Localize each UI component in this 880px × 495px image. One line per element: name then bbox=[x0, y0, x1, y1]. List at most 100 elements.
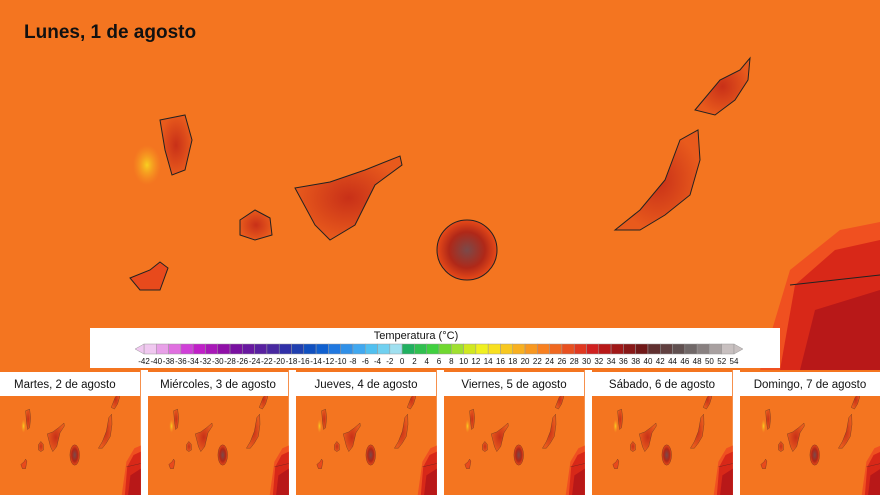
colorbar-swatch bbox=[500, 343, 514, 355]
colorbar-tick-label: -40 bbox=[151, 357, 163, 366]
colorbar-tick-label: 0 bbox=[400, 357, 405, 366]
colorbar-tick-label: -30 bbox=[212, 357, 224, 366]
colorbar-swatch bbox=[721, 343, 735, 355]
panel-title: Viernes, 5 de agosto bbox=[461, 379, 566, 391]
forecast-panel: Jueves, 4 de agosto bbox=[295, 369, 437, 495]
colorbar-swatch bbox=[401, 343, 415, 355]
colorbar-swatch bbox=[328, 343, 341, 355]
colorbar-tick-label: 12 bbox=[471, 357, 480, 366]
colorbar-tick-label: 14 bbox=[484, 357, 493, 366]
colorbar-tick-label: -32 bbox=[200, 357, 212, 366]
colorbar-tick-label: 48 bbox=[693, 357, 702, 366]
colorbar-tick-label: 22 bbox=[533, 357, 542, 366]
forecast-panel: Martes, 2 de agosto bbox=[0, 369, 141, 495]
forecast-panel: Domingo, 7 de agosto bbox=[739, 369, 880, 495]
colorbar-swatch bbox=[684, 343, 698, 355]
colorbar-tick-label: -42 bbox=[138, 357, 150, 366]
panel-title: Jueves, 4 de agosto bbox=[315, 379, 418, 391]
panel-title: Martes, 2 de agosto bbox=[14, 379, 116, 391]
colorbar-swatch bbox=[537, 343, 550, 355]
colorbar-swatch bbox=[315, 343, 329, 355]
colorbar-tick-label: 54 bbox=[730, 357, 739, 366]
colorbar-tick-label: 8 bbox=[449, 357, 454, 366]
colorbar-title: Temperatura (°C) bbox=[374, 330, 458, 342]
colorbar-swatch bbox=[487, 343, 501, 355]
colorbar-swatch bbox=[180, 343, 194, 355]
colorbar-tick-label: 24 bbox=[545, 357, 554, 366]
colorbar-swatch bbox=[672, 343, 686, 355]
colorbar-tick-label: 52 bbox=[717, 357, 726, 366]
colorbar-tick-label: -2 bbox=[386, 357, 394, 366]
panel-title-bg bbox=[0, 372, 140, 396]
panel-title: Domingo, 7 de agosto bbox=[754, 379, 867, 391]
colorbar-tick-label: 18 bbox=[508, 357, 517, 366]
colorbar-arrow bbox=[733, 343, 744, 355]
panel-title-bg bbox=[296, 372, 436, 396]
colorbar-swatch bbox=[143, 343, 157, 355]
colorbar-swatch bbox=[438, 343, 452, 355]
colorbar-swatch bbox=[610, 343, 624, 355]
colorbar-swatch bbox=[168, 343, 182, 355]
colorbar-tick-label: 16 bbox=[496, 357, 505, 366]
panel-title-bg bbox=[444, 372, 584, 396]
colorbar-tick-label: -4 bbox=[374, 357, 382, 366]
colorbar-swatch bbox=[512, 343, 526, 355]
colorbar-swatch bbox=[414, 343, 427, 355]
colorbar-tick-label: 30 bbox=[582, 357, 591, 366]
colorbar-swatch bbox=[389, 343, 403, 355]
colorbar-swatch bbox=[586, 343, 600, 355]
colorbar-tick-label: 26 bbox=[557, 357, 566, 366]
colorbar-tick-label: -26 bbox=[237, 357, 249, 366]
colorbar-tick-label: 44 bbox=[668, 357, 677, 366]
colorbar-tick-label: 38 bbox=[631, 357, 640, 366]
colorbar-tick-label: -14 bbox=[310, 357, 322, 366]
colorbar-swatch bbox=[266, 343, 280, 355]
colorbar-tick-label: -34 bbox=[187, 357, 199, 366]
panel-title: Miércoles, 3 de agosto bbox=[160, 379, 276, 391]
colorbar-swatch bbox=[598, 343, 612, 355]
colorbar-swatch bbox=[709, 343, 722, 355]
colorbar-tick-label: -22 bbox=[261, 357, 273, 366]
colorbar-tick-label: -18 bbox=[286, 357, 298, 366]
colorbar-tick-label: -6 bbox=[362, 357, 370, 366]
colorbar-tick-label: -36 bbox=[175, 357, 187, 366]
colorbar-swatch bbox=[647, 343, 661, 355]
colorbar-swatch bbox=[463, 343, 477, 355]
colorbar-tick-label: 4 bbox=[424, 357, 429, 366]
colorbar-swatch bbox=[205, 343, 218, 355]
colorbar-tick-label: 50 bbox=[705, 357, 714, 366]
colorbar-tick-label: 46 bbox=[680, 357, 689, 366]
colorbar-tick-label: 6 bbox=[437, 357, 442, 366]
main-map bbox=[0, 0, 880, 371]
colorbar-swatch bbox=[623, 343, 636, 355]
colorbar-tick-label: 28 bbox=[570, 357, 579, 366]
colorbar-swatch bbox=[192, 343, 206, 355]
colorbar-swatch bbox=[352, 343, 366, 355]
colorbar-tick-label: -28 bbox=[224, 357, 236, 366]
colorbar-tick-label: 10 bbox=[459, 357, 468, 366]
colorbar-tick-label: -20 bbox=[273, 357, 285, 366]
colorbar-swatch bbox=[303, 343, 317, 355]
colorbar-swatch bbox=[291, 343, 305, 355]
map-title: Lunes, 1 de agosto bbox=[24, 22, 196, 43]
colorbar-tick-label: 20 bbox=[521, 357, 530, 366]
colorbar-tick-label: -8 bbox=[349, 357, 357, 366]
colorbar-swatch bbox=[573, 343, 587, 355]
colorbar-tick-label: 32 bbox=[594, 357, 603, 366]
colorbar-tick-label: -38 bbox=[163, 357, 175, 366]
colorbar-swatch bbox=[377, 343, 391, 355]
colorbar-tick-label: 42 bbox=[656, 357, 665, 366]
colorbar-tick-label: -24 bbox=[249, 357, 261, 366]
colorbar-swatch bbox=[254, 343, 268, 355]
colorbar-tick-label: -10 bbox=[335, 357, 347, 366]
colorbar-swatch bbox=[426, 343, 440, 355]
colorbar-swatch bbox=[217, 343, 231, 355]
colorbar-swatch bbox=[549, 343, 563, 355]
colorbar-swatch bbox=[278, 343, 292, 355]
colorbar-swatch bbox=[451, 343, 464, 355]
panel-title: Sábado, 6 de agosto bbox=[609, 379, 715, 391]
colorbar-swatch bbox=[524, 343, 538, 355]
colorbar-swatch bbox=[561, 343, 575, 355]
